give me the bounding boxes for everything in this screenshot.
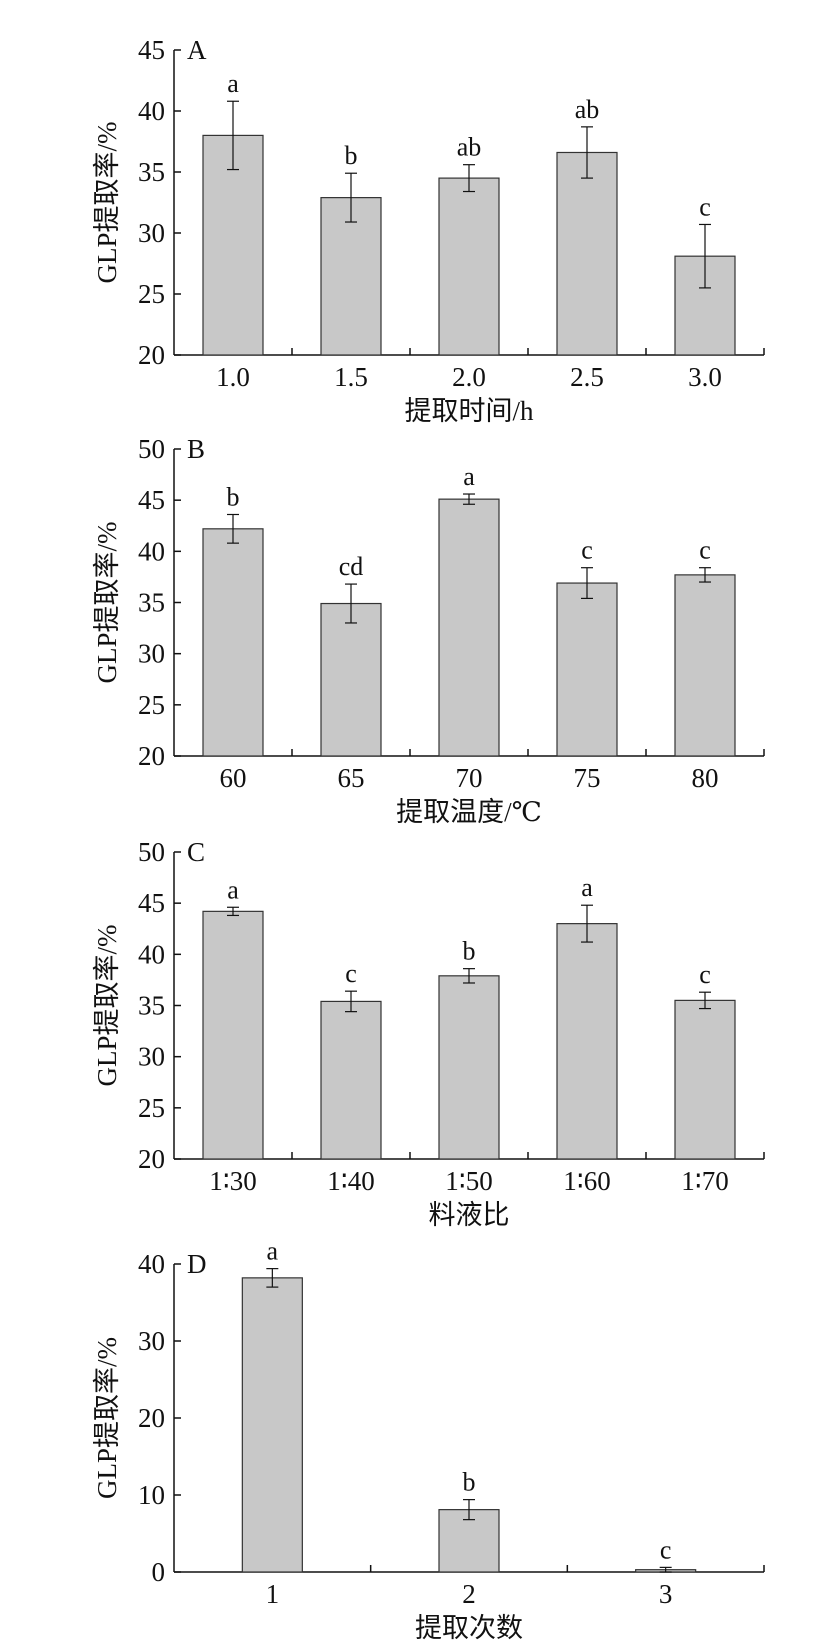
x-tick-label: 1.0 (216, 362, 250, 392)
x-tick-label: 2 (462, 1579, 476, 1609)
chart-panel-a: 20 25 30 35 40 45 a 1.0 b 1.5 ab 2.0 ab 2.5 c 3.0 A 提取时间/… (92, 35, 765, 426)
y-tick-label: 30 (138, 1326, 165, 1356)
panel-label: D (187, 1249, 207, 1279)
bar (556, 923, 618, 1160)
x-axis-title: 提取次数 (415, 1613, 523, 1643)
significance-label: a (463, 462, 475, 491)
chart-panel-b: 20 25 30 35 40 45 50 b 60 cd 65 a 70 c 75 c 80 B 提取温度/℃ GLP… (92, 434, 765, 827)
x-tick-label: 1 (266, 1579, 280, 1609)
y-axis-title: GLP提取率/% (92, 1337, 122, 1499)
x-tick-label: 80 (692, 763, 719, 793)
y-tick-label: 35 (138, 991, 165, 1021)
y-tick-label: 30 (138, 1042, 165, 1072)
x-tick-label: 65 (338, 763, 365, 793)
x-tick-label: 60 (220, 763, 247, 793)
significance-label: cd (339, 552, 364, 581)
y-tick-label: 25 (138, 279, 165, 309)
bar (320, 197, 382, 356)
y-tick-label: 45 (138, 888, 165, 918)
significance-label: a (227, 69, 239, 98)
y-tick-label: 35 (138, 157, 165, 187)
y-tick-label: 20 (138, 1403, 165, 1433)
x-tick-label: 1∶70 (681, 1166, 729, 1196)
x-tick-label: 3 (659, 1579, 673, 1609)
x-tick-label: 70 (456, 763, 483, 793)
significance-label: c (345, 959, 357, 988)
bar (320, 602, 382, 757)
bar (202, 134, 264, 356)
x-axis-title: 料液比 (429, 1200, 510, 1230)
y-tick-label: 10 (138, 1480, 165, 1510)
y-tick-label: 50 (138, 837, 165, 867)
significance-label: c (660, 1535, 672, 1564)
x-tick-label: 3.0 (688, 362, 722, 392)
bar (202, 910, 264, 1160)
y-tick-label: 0 (152, 1557, 166, 1587)
bar (438, 975, 500, 1160)
chart-panel-c: 20 25 30 35 40 45 50 a 1∶30 c 1∶40 b 1∶50 a 1∶60 c 1∶70 C… (92, 837, 765, 1230)
y-tick-label: 40 (138, 96, 165, 126)
x-tick-label: 1.5 (334, 362, 368, 392)
x-axis-title: 提取温度/℃ (396, 797, 542, 827)
chart-panel-d: 0 10 20 30 40 a 1 b 2 c 3 D 提取次数 GLP提取率/% (92, 1237, 765, 1643)
significance-label: a (267, 1237, 279, 1266)
bar (241, 1277, 303, 1573)
y-tick-label: 20 (138, 741, 165, 771)
significance-label: b (463, 1468, 476, 1497)
x-tick-label: 2.5 (570, 362, 604, 392)
bar (556, 151, 618, 356)
bar (202, 528, 264, 757)
bar (320, 1000, 382, 1160)
x-tick-label: 75 (574, 763, 601, 793)
y-tick-label: 40 (138, 939, 165, 969)
x-tick-label: 1∶30 (209, 1166, 257, 1196)
y-tick-label: 20 (138, 340, 165, 370)
bar (674, 574, 736, 757)
significance-label: a (227, 875, 239, 904)
y-axis-title: GLP提取率/% (92, 522, 122, 684)
significance-label: ab (457, 133, 482, 162)
bar (438, 498, 500, 757)
y-tick-label: 45 (138, 485, 165, 515)
y-tick-label: 50 (138, 434, 165, 464)
x-tick-label: 1∶60 (563, 1166, 611, 1196)
significance-label: c (699, 192, 711, 221)
significance-label: b (463, 937, 476, 966)
bar (556, 582, 618, 757)
significance-label: ab (575, 95, 600, 124)
x-tick-label: 2.0 (452, 362, 486, 392)
y-tick-label: 35 (138, 588, 165, 618)
significance-label: b (227, 482, 240, 511)
y-tick-label: 40 (138, 1249, 165, 1279)
x-axis-title: 提取时间/h (404, 396, 534, 426)
significance-label: c (581, 536, 593, 565)
x-tick-label: 1∶40 (327, 1166, 375, 1196)
y-tick-label: 25 (138, 690, 165, 720)
y-tick-label: 40 (138, 536, 165, 566)
significance-label: a (581, 873, 593, 902)
panel-label: A (187, 35, 207, 65)
significance-label: c (699, 960, 711, 989)
panel-label: C (187, 837, 205, 867)
y-tick-label: 30 (138, 639, 165, 669)
y-tick-label: 25 (138, 1093, 165, 1123)
bar (674, 999, 736, 1160)
y-axis-title: GLP提取率/% (92, 122, 122, 284)
bar (438, 177, 500, 356)
y-tick-label: 30 (138, 218, 165, 248)
y-axis-title: GLP提取率/% (92, 925, 122, 1087)
x-tick-label: 1∶50 (445, 1166, 493, 1196)
significance-label: b (345, 141, 358, 170)
y-tick-label: 45 (138, 35, 165, 65)
significance-label: c (699, 536, 711, 565)
panel-label: B (187, 434, 205, 464)
y-tick-label: 20 (138, 1144, 165, 1174)
